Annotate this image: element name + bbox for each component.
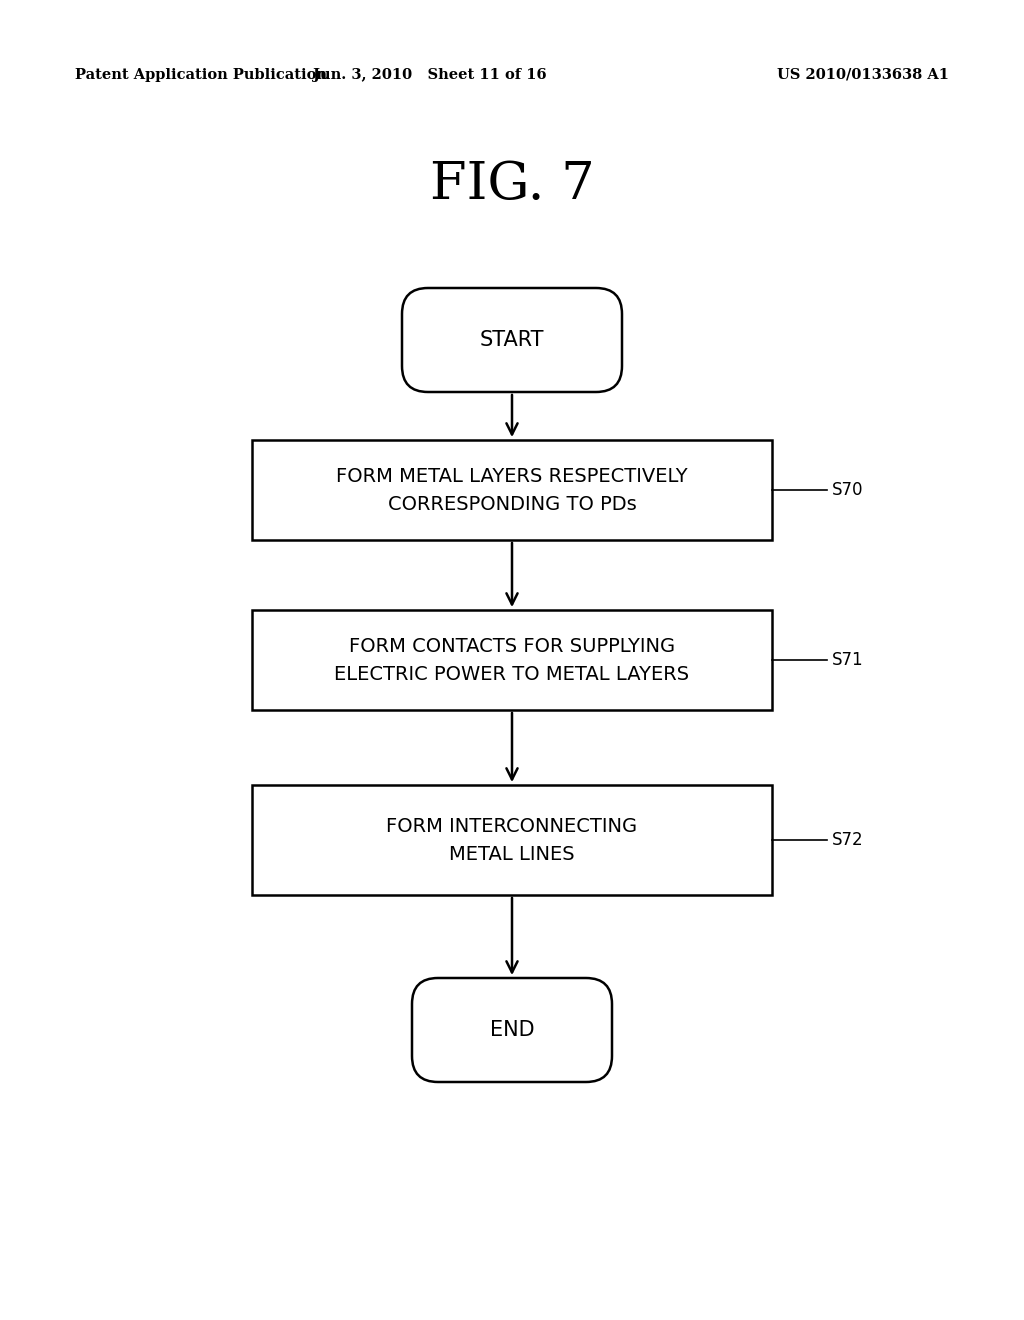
Bar <box>252 610 772 710</box>
Text: S70: S70 <box>831 480 863 499</box>
Text: START: START <box>480 330 544 350</box>
Text: FORM METAL LAYERS RESPECTIVELY
CORRESPONDING TO PDs: FORM METAL LAYERS RESPECTIVELY CORRESPON… <box>336 466 688 513</box>
Text: END: END <box>489 1020 535 1040</box>
Text: FORM CONTACTS FOR SUPPLYING
ELECTRIC POWER TO METAL LAYERS: FORM CONTACTS FOR SUPPLYING ELECTRIC POW… <box>335 636 689 684</box>
Text: Patent Application Publication: Patent Application Publication <box>75 69 327 82</box>
Text: S72: S72 <box>831 832 863 849</box>
FancyBboxPatch shape <box>412 978 612 1082</box>
FancyBboxPatch shape <box>402 288 622 392</box>
Text: FIG. 7: FIG. 7 <box>430 160 594 210</box>
Bar <box>252 785 772 895</box>
Text: Jun. 3, 2010   Sheet 11 of 16: Jun. 3, 2010 Sheet 11 of 16 <box>313 69 547 82</box>
Text: FORM INTERCONNECTING
METAL LINES: FORM INTERCONNECTING METAL LINES <box>386 817 638 863</box>
Bar <box>252 440 772 540</box>
Text: S71: S71 <box>831 651 863 669</box>
Text: US 2010/0133638 A1: US 2010/0133638 A1 <box>777 69 949 82</box>
